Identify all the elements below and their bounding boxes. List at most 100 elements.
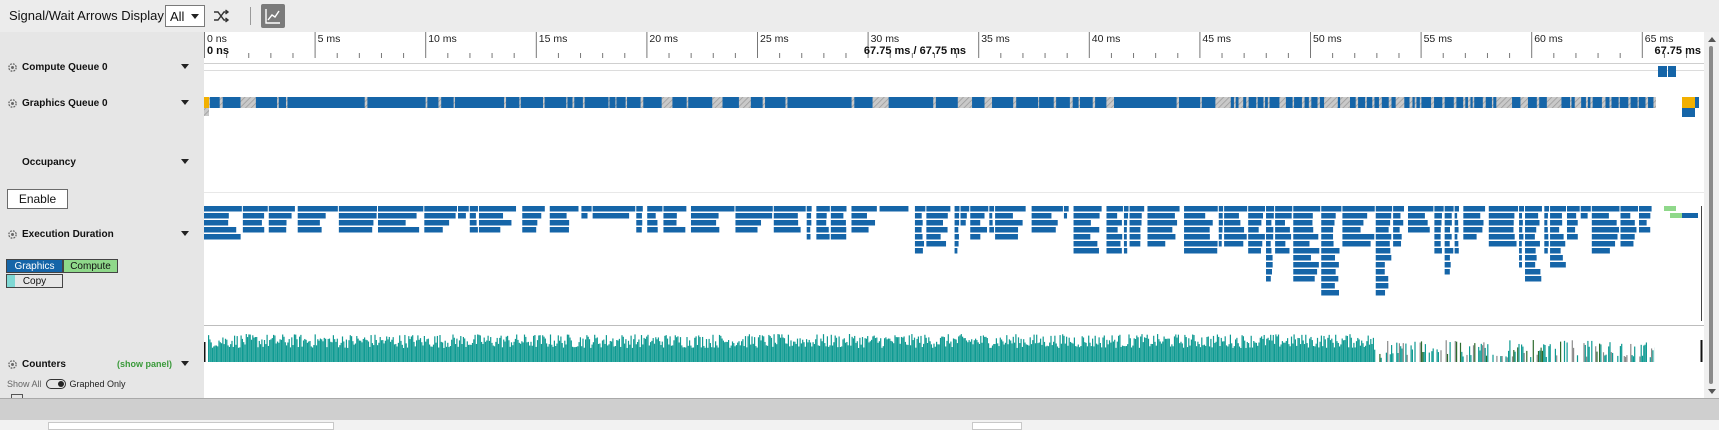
execution-duration-bar[interactable] xyxy=(1591,241,1616,247)
execution-duration-bar[interactable] xyxy=(1073,241,1098,247)
execution-duration-bar[interactable] xyxy=(773,220,799,226)
graphics-queue-event[interactable] xyxy=(1179,97,1201,108)
execution-duration-bar[interactable] xyxy=(1293,241,1310,247)
execution-duration-bar[interactable] xyxy=(1375,255,1392,261)
execution-duration-bar[interactable] xyxy=(1129,220,1142,226)
graphics-queue-event[interactable] xyxy=(1605,97,1610,108)
execution-duration-bar[interactable] xyxy=(1218,241,1222,247)
execution-duration-bar[interactable] xyxy=(1544,227,1548,233)
execution-duration-bar[interactable] xyxy=(647,213,656,219)
execution-duration-bar[interactable] xyxy=(338,213,377,219)
execution-duration-bar[interactable] xyxy=(1550,220,1563,226)
execution-duration-bar[interactable] xyxy=(1393,220,1404,226)
execution-duration-bar[interactable] xyxy=(1293,269,1318,275)
execution-duration-bar[interactable] xyxy=(1444,234,1452,240)
graphics-queue-event[interactable] xyxy=(672,97,687,108)
graphics-queue-event[interactable] xyxy=(287,97,365,108)
execution-duration-bar[interactable] xyxy=(851,206,877,212)
execution-duration-bar[interactable] xyxy=(522,227,537,233)
execution-duration-bar[interactable] xyxy=(954,206,960,212)
execution-duration-bar[interactable] xyxy=(1434,213,1442,219)
execution-duration-bar[interactable] xyxy=(1266,241,1271,247)
execution-duration-bar[interactable] xyxy=(1266,227,1274,233)
execution-duration-bar[interactable] xyxy=(926,227,948,233)
execution-duration-bar[interactable] xyxy=(1184,227,1210,233)
execution-duration-bar[interactable] xyxy=(1063,206,1069,212)
execution-duration-bar[interactable] xyxy=(1321,213,1336,219)
execution-duration-bar[interactable] xyxy=(1444,269,1450,275)
timeline-tracks[interactable] xyxy=(204,64,1704,398)
graphics-queue-event[interactable] xyxy=(722,97,739,108)
bottom-tab[interactable] xyxy=(48,422,334,430)
execution-duration-bar[interactable] xyxy=(1321,269,1336,275)
execution-duration-bar[interactable] xyxy=(1321,248,1340,254)
scroll-down-icon[interactable] xyxy=(1708,389,1716,394)
execution-duration-bar[interactable] xyxy=(914,220,923,226)
execution-duration-bar[interactable] xyxy=(549,206,579,212)
execution-duration-bar[interactable] xyxy=(1184,213,1206,219)
execution-duration-bar[interactable] xyxy=(970,220,981,226)
execution-duration-bar[interactable] xyxy=(1519,234,1524,240)
execution-duration-bar[interactable] xyxy=(1342,234,1375,240)
execution-duration-bar[interactable] xyxy=(1375,283,1389,289)
shuffle-icon[interactable] xyxy=(212,7,230,25)
graphics-queue-event[interactable] xyxy=(454,97,505,108)
graphics-queue-event[interactable] xyxy=(1434,97,1443,108)
execution-duration-bar[interactable] xyxy=(1129,206,1145,212)
graphics-queue-event[interactable] xyxy=(1485,97,1492,108)
execution-duration-bar[interactable] xyxy=(1275,234,1292,240)
execution-duration-bar[interactable] xyxy=(1591,227,1619,233)
execution-duration-bar[interactable] xyxy=(1525,269,1541,275)
graphics-queue-event[interactable] xyxy=(278,97,286,108)
execution-duration-bar[interactable] xyxy=(773,206,806,212)
execution-duration-bar[interactable] xyxy=(1106,248,1122,254)
graphics-queue-event[interactable] xyxy=(1527,97,1537,108)
graphics-queue-event[interactable] xyxy=(1319,97,1325,108)
execution-duration-bar[interactable] xyxy=(926,206,951,212)
execution-duration-bar[interactable] xyxy=(1123,248,1128,254)
execution-duration-bar[interactable] xyxy=(954,213,960,219)
execution-duration-bar[interactable] xyxy=(851,227,869,233)
execution-duration-bar[interactable] xyxy=(1224,234,1247,240)
execution-duration-bar[interactable] xyxy=(1454,227,1459,233)
execution-duration-bar[interactable] xyxy=(1073,248,1099,254)
execution-duration-bar[interactable] xyxy=(1342,241,1371,247)
execution-duration-bar[interactable] xyxy=(1147,227,1173,233)
graphics-queue-event[interactable] xyxy=(1456,97,1464,108)
execution-duration-bar[interactable] xyxy=(960,213,967,219)
execution-duration-bar[interactable] xyxy=(1342,220,1364,226)
execution-duration-bar[interactable] xyxy=(954,241,959,247)
execution-duration-bar[interactable] xyxy=(268,206,295,212)
execution-duration-bar[interactable] xyxy=(914,227,922,233)
execution-duration-bar[interactable] xyxy=(1444,227,1450,233)
execution-duration-bar[interactable] xyxy=(1063,213,1068,219)
execution-duration-bar[interactable] xyxy=(1519,227,1523,233)
execution-duration-bar[interactable] xyxy=(1266,234,1274,240)
execution-duration-bar[interactable] xyxy=(1266,248,1272,254)
graphics-queue-event[interactable] xyxy=(1056,97,1070,108)
execution-duration-bar[interactable] xyxy=(914,206,926,212)
execution-duration-bar[interactable] xyxy=(806,234,811,240)
execution-duration-bar[interactable] xyxy=(1488,241,1517,247)
graphics-queue-event[interactable] xyxy=(1072,97,1079,108)
execution-duration-bar[interactable] xyxy=(1224,220,1241,226)
execution-duration-bar[interactable] xyxy=(1444,213,1452,219)
execution-duration-bar[interactable] xyxy=(1591,220,1617,226)
graphics-queue-event[interactable] xyxy=(750,97,763,108)
execution-duration-bar[interactable] xyxy=(1566,206,1580,212)
execution-duration-bar[interactable] xyxy=(204,206,242,212)
graphics-queue-event[interactable] xyxy=(1304,97,1309,108)
execution-duration-bar[interactable] xyxy=(1375,290,1386,296)
execution-duration-bar[interactable] xyxy=(1218,234,1222,240)
execution-duration-bar[interactable] xyxy=(1293,255,1311,261)
execution-duration-bar[interactable] xyxy=(522,213,542,219)
execution-duration-bar[interactable] xyxy=(1550,213,1562,219)
execution-duration-bar[interactable] xyxy=(1375,269,1385,275)
execution-duration-bar[interactable] xyxy=(549,220,570,226)
graphics-queue-event[interactable] xyxy=(1248,97,1257,108)
bottom-tab[interactable] xyxy=(972,422,1022,430)
execution-duration-bar[interactable] xyxy=(995,220,1023,226)
execution-duration-bar[interactable] xyxy=(1488,227,1514,233)
gear-icon[interactable] xyxy=(7,98,18,109)
execution-duration-bar[interactable] xyxy=(1123,213,1129,219)
